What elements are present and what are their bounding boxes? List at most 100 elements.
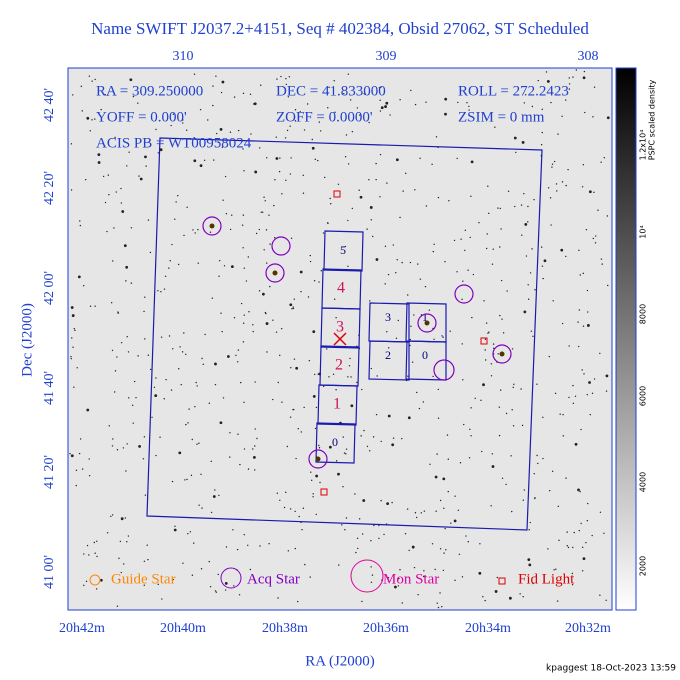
star <box>69 452 71 455</box>
star <box>586 324 590 327</box>
star <box>407 375 409 377</box>
star <box>467 541 469 543</box>
star <box>606 215 609 217</box>
star <box>380 86 382 88</box>
star <box>281 401 283 403</box>
star <box>344 245 347 248</box>
star <box>83 553 85 555</box>
star <box>201 357 203 360</box>
star <box>458 553 461 555</box>
star <box>126 540 128 543</box>
star <box>515 151 517 154</box>
star <box>147 354 150 356</box>
star <box>490 375 493 377</box>
star <box>593 191 595 194</box>
star <box>260 211 262 213</box>
star <box>361 388 363 391</box>
star <box>70 143 73 145</box>
star <box>191 574 194 576</box>
star <box>607 284 609 287</box>
star <box>295 366 299 370</box>
star <box>487 332 489 334</box>
star <box>294 510 296 513</box>
star <box>221 330 223 333</box>
star <box>344 156 347 158</box>
star <box>500 228 502 230</box>
star <box>581 186 584 188</box>
star <box>453 239 456 242</box>
star <box>500 279 503 282</box>
star <box>289 173 292 175</box>
star <box>70 306 74 309</box>
star <box>252 324 254 326</box>
star <box>120 571 122 574</box>
star <box>532 582 534 585</box>
star <box>554 392 557 395</box>
star <box>419 157 421 159</box>
star <box>201 507 203 509</box>
star <box>592 116 594 118</box>
star <box>125 470 127 472</box>
star <box>143 560 146 562</box>
star <box>96 555 98 558</box>
star <box>212 104 214 107</box>
bottom-tick-label: 20h40m <box>160 621 206 636</box>
star <box>175 201 177 203</box>
star <box>605 390 608 392</box>
star <box>289 416 292 418</box>
star <box>580 522 582 525</box>
star <box>269 285 271 288</box>
star <box>591 534 593 537</box>
star <box>511 510 513 513</box>
star <box>579 490 581 493</box>
star <box>411 545 415 549</box>
star <box>207 119 209 121</box>
star <box>334 111 336 114</box>
star <box>110 301 113 304</box>
star <box>386 502 390 506</box>
star <box>582 325 585 327</box>
star <box>373 524 375 527</box>
star <box>112 260 114 262</box>
star <box>81 110 83 112</box>
star <box>302 507 305 509</box>
star <box>75 484 77 487</box>
colorbar-title: PSPC scaled density <box>648 80 657 161</box>
star <box>169 260 171 262</box>
star <box>314 373 316 376</box>
star <box>122 447 125 449</box>
star <box>242 341 245 343</box>
colorbar-tick: 4000 <box>639 472 648 492</box>
star <box>103 145 106 147</box>
star <box>369 206 373 209</box>
star <box>243 267 245 269</box>
star <box>349 99 352 101</box>
star <box>79 438 82 440</box>
star <box>542 457 544 460</box>
star <box>185 423 187 426</box>
star <box>379 196 381 198</box>
star <box>330 203 332 205</box>
star <box>240 381 242 384</box>
star <box>513 383 515 385</box>
star <box>143 310 145 313</box>
star <box>453 519 457 523</box>
star <box>149 368 152 371</box>
field-of-view <box>146 137 543 531</box>
colorbar <box>615 67 637 611</box>
star <box>78 452 81 455</box>
star <box>429 463 431 465</box>
star <box>494 590 498 593</box>
star <box>523 310 527 314</box>
star <box>174 218 176 220</box>
star <box>469 428 471 431</box>
star <box>484 599 486 602</box>
star <box>370 539 372 542</box>
star <box>600 161 602 163</box>
star <box>225 546 228 548</box>
star <box>413 314 415 316</box>
star <box>376 375 378 377</box>
star <box>181 351 184 353</box>
star <box>401 602 403 604</box>
star <box>379 110 382 112</box>
